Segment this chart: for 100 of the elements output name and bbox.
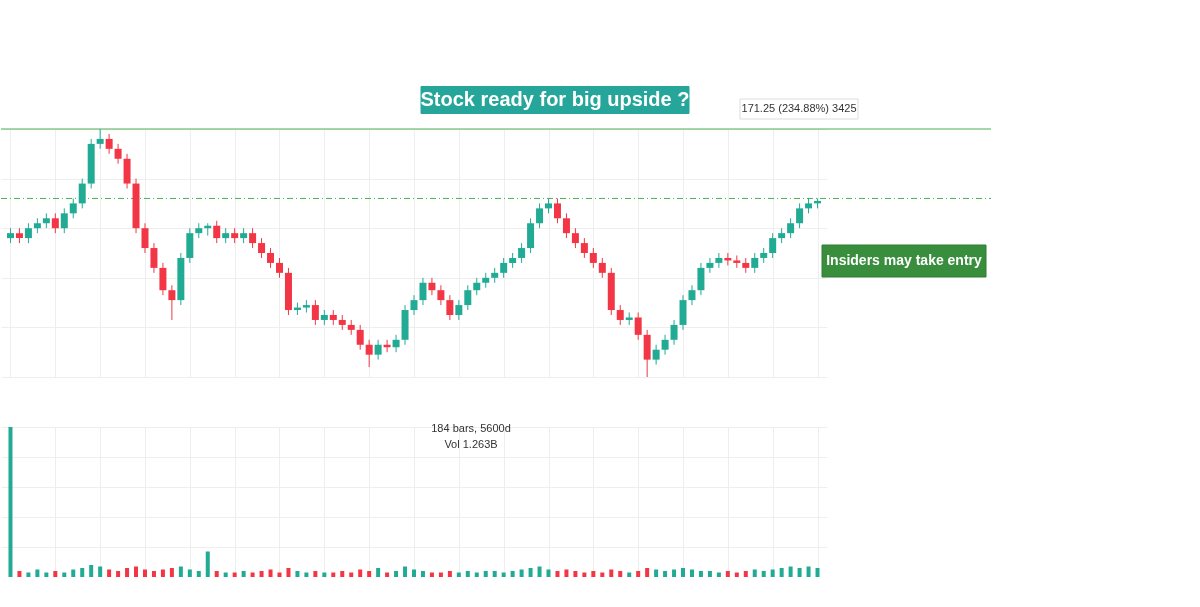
bar — [519, 569, 524, 577]
bar — [241, 571, 246, 577]
candlestick — [464, 284, 472, 311]
candlestick — [249, 227, 257, 249]
candlestick — [168, 284, 176, 321]
bar — [788, 566, 793, 577]
bar — [412, 569, 416, 577]
candlestick — [78, 178, 86, 209]
bar — [268, 569, 273, 577]
candlestick — [419, 277, 427, 306]
bar — [779, 568, 784, 577]
candlestick — [150, 242, 158, 274]
candlestick — [787, 217, 795, 239]
bar — [761, 571, 766, 577]
chart-title: Stock ready for big upside ? — [420, 88, 690, 110]
candlestick — [661, 334, 669, 356]
bar — [178, 566, 183, 577]
bar — [160, 569, 165, 577]
bar — [394, 571, 399, 577]
candlestick — [311, 299, 319, 326]
bar — [797, 568, 802, 577]
candlestick — [159, 262, 167, 296]
candlestick — [670, 319, 678, 346]
candlestick — [96, 128, 104, 150]
annotation: Insiders may take entry — [826, 252, 983, 268]
bar — [555, 571, 560, 577]
annotation: 184 bars, 5600d — [431, 422, 511, 434]
bar — [107, 569, 112, 577]
bar — [376, 568, 381, 577]
bar — [806, 566, 811, 577]
bar — [591, 571, 596, 577]
candlestick — [536, 202, 544, 229]
candlestick — [751, 252, 759, 274]
candlestick — [428, 277, 436, 296]
annotation: Vol 1.263B — [444, 438, 498, 450]
bar — [815, 568, 820, 577]
bar — [689, 569, 694, 577]
candlestick — [24, 222, 32, 244]
bar — [17, 571, 22, 577]
bar — [564, 569, 569, 577]
candlestick — [706, 257, 714, 274]
candlestick — [114, 143, 122, 165]
bar — [367, 571, 372, 577]
candlestick — [446, 294, 454, 321]
candlestick — [580, 237, 588, 259]
bar — [654, 569, 659, 577]
bar — [528, 568, 533, 577]
candlestick — [562, 212, 570, 239]
bar — [725, 571, 730, 577]
candlestick — [616, 304, 624, 326]
candlestick — [715, 252, 723, 269]
candlestick — [500, 257, 508, 279]
bar — [89, 565, 94, 577]
candlestick — [392, 334, 400, 353]
candlestick — [598, 257, 606, 279]
bar — [187, 569, 192, 577]
bar — [698, 571, 703, 577]
bar — [609, 569, 614, 577]
bar — [707, 571, 712, 577]
bar — [743, 571, 748, 577]
candlestick — [105, 133, 113, 155]
bar — [134, 566, 139, 577]
candlestick — [796, 202, 804, 229]
candlestick — [51, 212, 59, 234]
bar — [116, 571, 121, 577]
bar — [313, 571, 318, 577]
bar — [420, 571, 425, 577]
candlestick — [69, 197, 77, 219]
candlestick — [374, 339, 382, 361]
bar — [618, 571, 623, 577]
bar — [125, 568, 130, 577]
bar — [286, 568, 291, 577]
candlestick — [258, 237, 266, 259]
bar — [537, 566, 542, 577]
candlestick — [652, 344, 660, 366]
candlestick — [365, 339, 373, 368]
bar — [546, 569, 551, 577]
candlestick — [455, 299, 463, 321]
candlestick — [213, 220, 221, 244]
bar — [483, 571, 488, 577]
bar — [295, 571, 300, 577]
bar — [35, 569, 40, 577]
candlestick — [410, 294, 418, 316]
bar — [663, 571, 668, 577]
bar — [492, 571, 497, 577]
bar — [98, 566, 103, 577]
bar — [636, 571, 641, 577]
candlestick — [769, 232, 777, 259]
bar — [169, 568, 174, 577]
candlestick — [571, 227, 579, 249]
bar — [672, 569, 677, 577]
bar — [214, 571, 219, 577]
candlestick — [518, 242, 526, 264]
bar — [358, 569, 363, 577]
bar — [80, 568, 85, 577]
candlestick — [356, 324, 364, 351]
bar — [53, 571, 58, 577]
bar — [447, 571, 452, 577]
candlestick — [553, 197, 561, 224]
candlestick — [141, 222, 149, 254]
